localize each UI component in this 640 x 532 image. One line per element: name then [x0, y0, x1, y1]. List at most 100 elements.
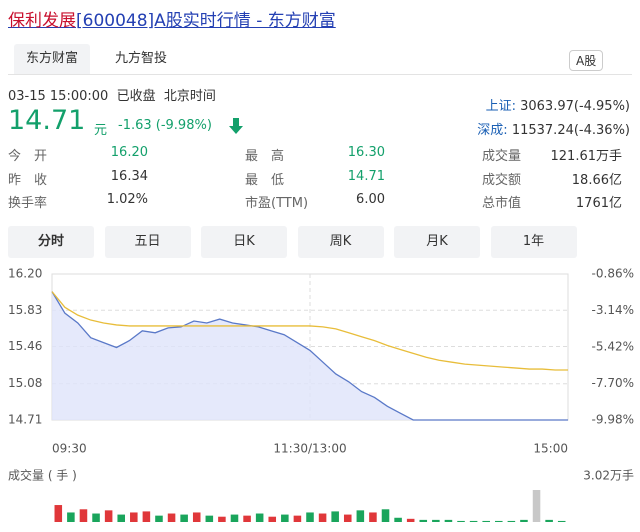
stat-label: 总市值: [482, 196, 522, 211]
volume-bar: [79, 509, 88, 522]
stat-label: 成交量: [482, 149, 522, 164]
volume-bar: [356, 510, 365, 522]
period-tab[interactable]: 五日: [104, 226, 191, 258]
index-value: 11537.24(-4.36%): [511, 123, 630, 138]
index-value: 3063.97(-4.95%): [520, 99, 630, 114]
volume-bar: [104, 510, 113, 522]
y2-tick-label: -7.70%: [592, 376, 634, 390]
stat-value: 1761亿: [575, 196, 622, 211]
period-tab[interactable]: 日K: [201, 226, 287, 258]
index-row: 上证: 3063.97(-4.95%): [486, 95, 630, 114]
y-tick-label: 15.83: [8, 303, 42, 317]
volume-title: 成交量 ( 手 ): [8, 468, 77, 483]
volume-bar: [331, 511, 339, 522]
price-line: [51, 291, 568, 421]
period-tab[interactable]: 周K: [297, 226, 384, 258]
y2-tick-label: -0.86%: [592, 267, 634, 281]
stat-value: 14.71: [347, 168, 385, 184]
volume-bar: [444, 519, 453, 522]
stat-label: 最 高: [245, 149, 285, 164]
stat-label: 最 低: [245, 172, 285, 188]
volume-bar: [167, 513, 176, 522]
volume-bar: [482, 520, 490, 522]
volume-bar: [520, 519, 528, 522]
stat-label: 换手率: [8, 196, 48, 211]
y2-tick-label: -3.14%: [592, 303, 634, 317]
source-tab[interactable]: 东方财富: [14, 44, 90, 74]
volume-bar: [255, 513, 264, 522]
volume-bar: [205, 515, 214, 522]
stat-value: 16.20: [110, 145, 148, 160]
price-area: [52, 291, 568, 420]
volume-bar: [432, 519, 440, 522]
volume-bar: [507, 520, 516, 522]
volume-bar: [532, 490, 541, 522]
volume-bar: [306, 512, 314, 522]
down-arrow: [229, 118, 243, 134]
stat-label: 今 开: [8, 149, 48, 164]
stat-value: 1.02%: [106, 192, 148, 207]
stat-value: 16.34: [110, 168, 148, 184]
volume-bar: [495, 520, 503, 522]
y-tick-label: 16.20: [8, 267, 42, 281]
stat-label: 市盈(TTM): [245, 196, 309, 211]
volume-bar: [130, 512, 138, 522]
source-tab[interactable]: 九方智投: [115, 51, 168, 66]
volume-bar: [281, 514, 289, 522]
title[interactable]: 保利发展[600048]A股实时行情 - 东方财富: [8, 6, 336, 31]
stat-value: 121.61万手: [550, 149, 623, 164]
volume-bar: [117, 514, 125, 522]
average-line: [51, 291, 568, 371]
volume-bar: [192, 512, 201, 522]
x-tick-label: 11:30/13:00: [273, 442, 346, 456]
volume-bar: [318, 513, 327, 522]
y-tick-label: 14.71: [8, 413, 42, 427]
volume-bar: [343, 514, 352, 522]
index-row: 深成: 11537.24(-4.36%): [477, 119, 630, 138]
period-tab[interactable]: 月K: [394, 226, 480, 258]
price-change: -1.63 (-9.98%): [118, 118, 212, 133]
volume-bar: [218, 516, 226, 522]
y-tick-label: 3.02万手: [583, 469, 634, 483]
volume-bar: [268, 516, 277, 522]
period-tab[interactable]: 分时: [8, 226, 94, 258]
volume-bar: [142, 511, 151, 522]
volume-bar: [457, 520, 465, 522]
y2-tick-label: -5.42%: [592, 340, 634, 354]
stat-value: 6.00: [356, 192, 385, 207]
volume-bar: [155, 515, 163, 522]
volume-bar: [230, 514, 239, 522]
volume-bar: [469, 520, 478, 522]
index-label: 深成:: [477, 123, 508, 138]
volume-bar: [394, 517, 402, 522]
period-tab[interactable]: 1年: [490, 226, 577, 258]
volume-bar: [419, 519, 428, 522]
stat-value: 16.30: [347, 145, 385, 160]
title-keyword: 保利发展: [8, 11, 76, 31]
volume-bar: [243, 515, 251, 522]
volume-bar: [54, 505, 63, 522]
y-tick-label: 15.08: [8, 376, 42, 390]
volume-bar: [381, 509, 390, 522]
stat-label: 昨 收: [8, 172, 48, 188]
volume-bar: [293, 515, 302, 522]
volume-bar: [545, 519, 553, 522]
time: 03-15 15:00:00: [8, 89, 109, 104]
volume-bar: [369, 512, 377, 522]
zone: 北京时间: [163, 89, 216, 104]
stat-value: 18.66亿: [571, 172, 622, 188]
volume-bar: [92, 513, 100, 522]
market-badge[interactable]: A股: [569, 50, 604, 71]
quote-time: 03-15 15:00:00 已收盘 北京时间: [8, 85, 216, 104]
title-rest: [600048]A股实时行情 - 东方财富: [76, 11, 336, 31]
divider: [8, 74, 632, 75]
stat-label: 成交额: [482, 172, 522, 188]
x-tick-label: 15:00: [533, 442, 568, 456]
y-tick-label: 15.46: [8, 339, 42, 353]
chart: 16.20 15.83 15.46 15.08 14.71 -0.86% -3.14% -5.…: [8, 267, 634, 522]
price: 14.71: [8, 105, 86, 136]
index-label: 上证:: [485, 99, 516, 114]
x-tick-label: 09:30: [52, 442, 87, 456]
volume-bar: [67, 512, 75, 522]
